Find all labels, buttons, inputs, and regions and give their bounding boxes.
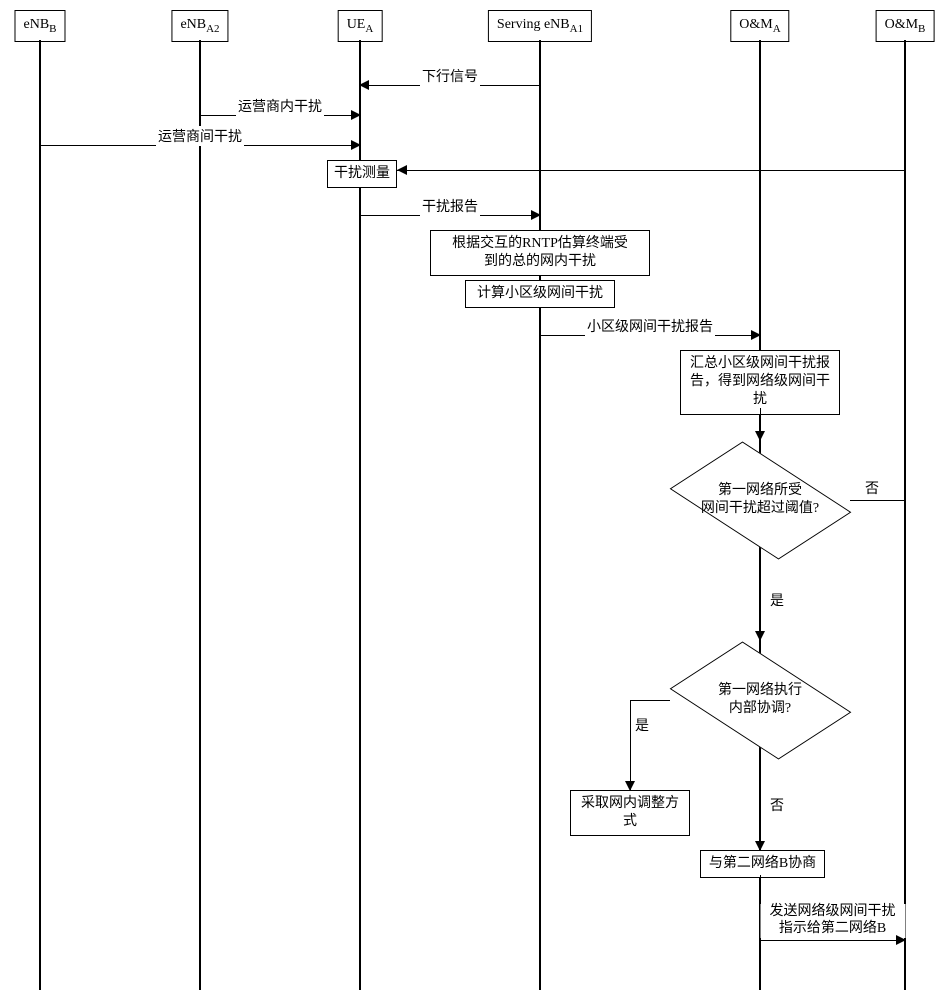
msg-interference-report: 干扰报告 — [360, 200, 540, 220]
box-intra-adjust: 采取网内调整方 式 — [570, 790, 690, 836]
d2-yes-v — [630, 700, 631, 790]
actor-enbB: eNBB — [14, 10, 65, 42]
msg-cell-level-report: 小区级网间干扰报告 — [540, 320, 760, 340]
box-negotiate-b: 与第二网络B协商 — [700, 850, 825, 878]
d2-yes-label: 是 — [635, 715, 649, 735]
d1-no-h-top — [397, 170, 905, 171]
d1-no-label: 否 — [865, 478, 879, 498]
box-interference-measurement-text: 干扰测量 — [334, 166, 390, 181]
msg-send-indication-to-b: 发送网络级网间干扰 指示给第二网络B — [760, 910, 905, 930]
box-calc-cell-inter-network: 计算小区级网间干扰 — [465, 280, 615, 308]
decision-threshold-text: 第一网络所受 网间干扰超过阈值? — [670, 482, 850, 518]
decision-internal-coord-text: 第一网络执行 内部协调? — [670, 682, 850, 718]
decision-internal-coord: 第一网络执行 内部协调? — [670, 640, 850, 760]
msg-send-indication-to-b-label: 发送网络级网间干扰 指示给第二网络B — [760, 904, 905, 938]
d1-yes-v — [760, 560, 761, 640]
msg-downlink-signal-label: 下行信号 — [420, 66, 480, 86]
d1-yes-label: 是 — [770, 590, 784, 610]
msg-interference-report-label: 干扰报告 — [420, 196, 480, 216]
box-aggregate-reports: 汇总小区级网间干扰报 告，得到网络级网间干 扰 — [680, 350, 840, 415]
actor-serving-enbA1: Serving eNBA1 — [488, 10, 592, 42]
msg-downlink-signal: 下行信号 — [360, 70, 540, 90]
actor-ueA: UEA — [338, 10, 383, 42]
d1-no-arrowhead — [397, 165, 407, 175]
d1-no-h1 — [850, 500, 905, 501]
decision-threshold: 第一网络所受 网间干扰超过阈值? — [670, 440, 850, 560]
d2-no-label: 否 — [770, 795, 784, 815]
actor-omB: O&MB — [876, 10, 935, 42]
box-calc-cell-inter-network-text: 计算小区级网间干扰 — [477, 286, 603, 301]
d2-no-v — [760, 760, 761, 850]
connector-agg-to-d1 — [760, 408, 761, 440]
msg-intra-operator-interference: 运营商内干扰 — [200, 100, 360, 120]
msg-cell-level-report-label: 小区级网间干扰报告 — [585, 316, 715, 336]
box-interference-measurement: 干扰测量 — [327, 160, 397, 188]
d1-no-v — [905, 170, 906, 500]
msg-inter-operator-interference-label: 运营商间干扰 — [156, 126, 244, 146]
box-rntp-estimate: 根据交互的RNTP估算终端受 到的总的网内干扰 — [430, 230, 650, 276]
d2-yes-h — [630, 700, 670, 701]
actor-omA: O&MA — [730, 10, 789, 42]
actor-enbA2: eNBA2 — [171, 10, 228, 42]
lifeline-serving-enbA1 — [539, 40, 541, 990]
box-negotiate-b-text: 与第二网络B协商 — [709, 856, 816, 871]
lifeline-enbB — [39, 40, 41, 990]
lifeline-enbA2 — [199, 40, 201, 990]
msg-inter-operator-interference: 运营商间干扰 — [40, 130, 360, 150]
box-aggregate-reports-text: 汇总小区级网间干扰报 告，得到网络级网间干 扰 — [690, 356, 830, 407]
box-rntp-estimate-text: 根据交互的RNTP估算终端受 到的总的网内干扰 — [452, 236, 628, 269]
box-intra-adjust-text: 采取网内调整方 式 — [581, 796, 679, 829]
msg-intra-operator-interference-label: 运营商内干扰 — [236, 96, 324, 116]
